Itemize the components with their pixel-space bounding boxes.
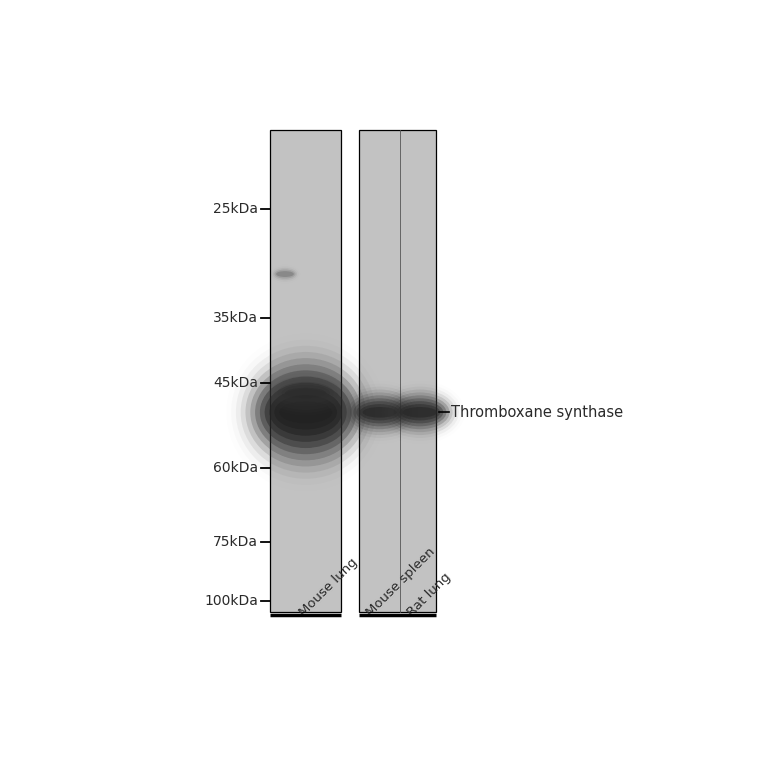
Ellipse shape bbox=[363, 407, 397, 418]
Ellipse shape bbox=[274, 395, 337, 429]
Ellipse shape bbox=[403, 407, 437, 418]
Text: 100kDa: 100kDa bbox=[205, 594, 258, 607]
Ellipse shape bbox=[397, 401, 443, 423]
Ellipse shape bbox=[393, 398, 446, 426]
Ellipse shape bbox=[384, 390, 455, 435]
Ellipse shape bbox=[277, 382, 334, 404]
Ellipse shape bbox=[387, 393, 452, 432]
Text: Thromboxane synthase: Thromboxane synthase bbox=[451, 405, 623, 419]
Text: Rat lung: Rat lung bbox=[405, 571, 454, 620]
Ellipse shape bbox=[359, 404, 400, 420]
Ellipse shape bbox=[273, 268, 297, 280]
Ellipse shape bbox=[381, 387, 458, 438]
Ellipse shape bbox=[279, 401, 332, 423]
Ellipse shape bbox=[251, 364, 361, 461]
Ellipse shape bbox=[274, 270, 296, 279]
Ellipse shape bbox=[347, 393, 413, 432]
Bar bbox=[270, 130, 342, 612]
Ellipse shape bbox=[281, 384, 330, 401]
Bar bbox=[359, 130, 436, 612]
Ellipse shape bbox=[350, 395, 410, 429]
Ellipse shape bbox=[341, 387, 419, 438]
Ellipse shape bbox=[276, 271, 294, 277]
Ellipse shape bbox=[267, 373, 345, 413]
Text: 35kDa: 35kDa bbox=[213, 311, 258, 325]
Text: 60kDa: 60kDa bbox=[213, 461, 258, 475]
Text: 25kDa: 25kDa bbox=[213, 202, 258, 216]
Ellipse shape bbox=[255, 371, 356, 455]
Ellipse shape bbox=[264, 383, 347, 442]
Text: 75kDa: 75kDa bbox=[213, 535, 258, 549]
Ellipse shape bbox=[400, 404, 440, 420]
Ellipse shape bbox=[260, 377, 351, 448]
Text: 45kDa: 45kDa bbox=[213, 376, 258, 390]
Ellipse shape bbox=[270, 389, 342, 435]
Ellipse shape bbox=[241, 352, 371, 473]
Text: Mouse lung: Mouse lung bbox=[296, 556, 360, 620]
Ellipse shape bbox=[390, 395, 449, 429]
Ellipse shape bbox=[274, 379, 338, 407]
Ellipse shape bbox=[236, 346, 375, 479]
Ellipse shape bbox=[270, 376, 342, 410]
Ellipse shape bbox=[353, 398, 406, 426]
Ellipse shape bbox=[285, 387, 326, 398]
Ellipse shape bbox=[245, 358, 366, 467]
Ellipse shape bbox=[344, 390, 416, 435]
Ellipse shape bbox=[356, 401, 403, 423]
Text: Mouse spleen: Mouse spleen bbox=[364, 545, 437, 620]
